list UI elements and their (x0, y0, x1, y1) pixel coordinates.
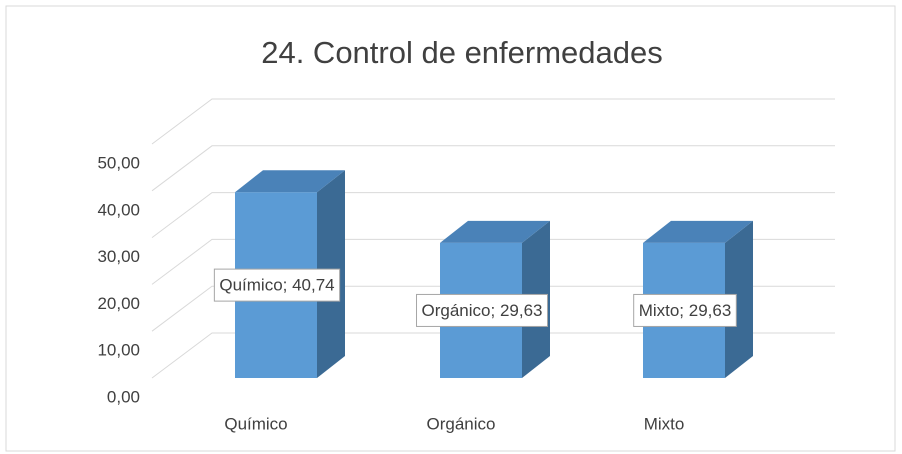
grid-line (151, 192, 835, 239)
x-tick-label: Químico (224, 414, 287, 433)
chart-title: 24. Control de enfermedades (261, 35, 663, 70)
y-tick-label: 30,00 (97, 247, 140, 266)
grid-line (151, 238, 835, 285)
x-tick-label: Mixto (644, 414, 685, 433)
y-tick-label: 40,00 (97, 200, 140, 219)
bar-top (235, 170, 345, 193)
y-tick-label: 10,00 (97, 341, 140, 360)
data-label: Químico; 40,74 (219, 276, 334, 295)
bar-top (643, 220, 753, 243)
grid-line (151, 332, 835, 379)
data-label-box (633, 293, 737, 327)
data-label: Orgánico; 29,63 (422, 301, 543, 320)
grid-line (151, 145, 835, 192)
data-label-box (213, 268, 341, 302)
y-tick-label: 0,00 (107, 387, 140, 406)
y-tick-label: 50,00 (97, 153, 140, 172)
y-tick-label: 20,00 (97, 294, 140, 313)
data-label: Mixto; 29,63 (639, 301, 732, 320)
x-tick-label: Orgánico (427, 414, 496, 433)
bar-top (440, 220, 550, 243)
chart-border (5, 5, 896, 452)
grid-line (151, 285, 835, 332)
data-label-box (416, 293, 548, 327)
bar-side (725, 220, 753, 378)
grid-line (151, 98, 835, 145)
